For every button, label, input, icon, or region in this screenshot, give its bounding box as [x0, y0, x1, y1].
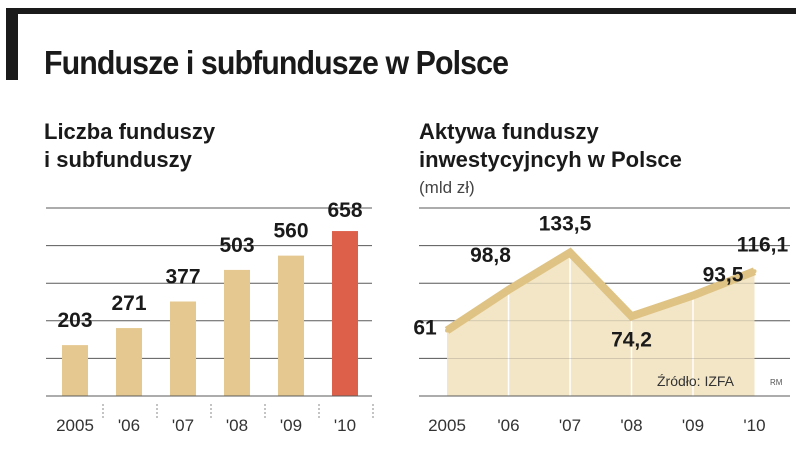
data-point: [691, 293, 695, 298]
data-point: [629, 314, 634, 319]
bar-07: [170, 301, 196, 396]
bar-09: [278, 255, 304, 396]
right-chart-unit: (mld zł): [419, 178, 475, 197]
bar-x-tick-label: '07: [172, 416, 194, 435]
bar-08: [224, 269, 250, 396]
area-value-label: 61: [413, 316, 437, 339]
area-value-label: 116,1: [737, 233, 789, 256]
bar-x-tick-label: '10: [334, 416, 356, 435]
bar-x-tick-label: '09: [280, 416, 302, 435]
left-chart-title: Liczba funduszy i subfunduszy: [44, 118, 215, 174]
area-x-tick-label: '08: [620, 416, 642, 435]
data-point: [445, 328, 449, 333]
bar-value-label: 560: [273, 220, 308, 243]
area-x-tick-label: '07: [559, 416, 581, 435]
area-value-label: 74,2: [611, 328, 652, 351]
frame-top-bar: [6, 8, 796, 14]
area-x-tick-label: '10: [743, 416, 765, 435]
data-point: [506, 287, 511, 292]
source-note: Źródło: IZFA: [657, 373, 735, 389]
bar-value-label: 503: [219, 234, 254, 257]
left-chart-title-line1: Liczba funduszy: [44, 119, 216, 144]
area-fill: [447, 252, 755, 396]
right-chart-title-line2: inwestycyjncyh w Polsce: [419, 147, 682, 172]
data-point: [752, 269, 757, 274]
credit-mark: RM: [770, 378, 783, 387]
area-value-label: 133,5: [539, 213, 592, 236]
area-x-tick-label: '09: [682, 416, 704, 435]
bar-x-tick-label: '06: [118, 416, 140, 435]
area-value-label: 98,8: [470, 244, 511, 267]
right-chart-title-line1: Aktywa funduszy: [419, 119, 599, 144]
page-title: Fundusze i subfundusze w Polsce: [44, 44, 509, 81]
bar-x-tick-label: 2005: [56, 416, 94, 435]
bar-value-label: 658: [327, 199, 362, 222]
left-chart-title-line2: i subfunduszy: [44, 147, 192, 172]
bar-value-label: 203: [57, 309, 92, 332]
series-line: [444, 247, 756, 334]
bar-2005: [62, 345, 88, 396]
area-value-label: 93,5: [703, 264, 744, 287]
bar-value-label: 271: [111, 292, 146, 315]
bar-06: [116, 328, 142, 396]
bar-10: [332, 231, 358, 396]
data-point: [568, 250, 572, 255]
right-chart-title: Aktywa funduszy inwestycyjncyh w Polsce: [419, 118, 682, 174]
bar-value-label: 377: [165, 265, 200, 288]
area-x-tick-label: 2005: [428, 416, 466, 435]
area-x-tick-label: '06: [497, 416, 519, 435]
bar-x-tick-label: '08: [226, 416, 248, 435]
frame-left-bar: [6, 8, 18, 80]
